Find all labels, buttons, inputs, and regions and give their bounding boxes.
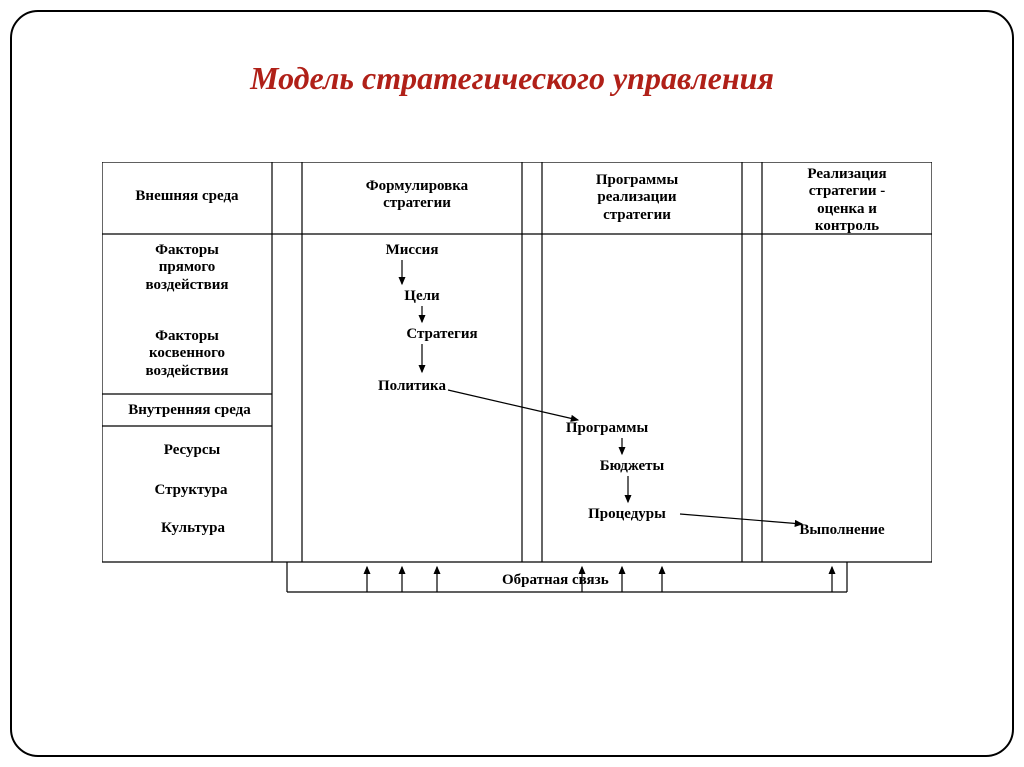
column-header-h4: Реализация стратегии - оценка и контроль xyxy=(782,166,912,235)
flow-node-n4: Политика xyxy=(362,378,462,395)
slide-frame: Модель стратегического управления Внешня… xyxy=(10,10,1014,757)
strategy-diagram: Внешняя среда Формулировка стратегии Прогр… xyxy=(102,162,932,622)
flow-node-n1: Миссия xyxy=(372,242,452,259)
flow-node-n7: Процедуры xyxy=(572,506,682,523)
side-cell-s4: Ресурсы xyxy=(152,442,232,459)
flow-node-n2: Цели xyxy=(392,288,452,305)
page-title: Модель стратегического управления xyxy=(12,60,1012,97)
flow-node-n8: Выполнение xyxy=(782,522,902,539)
flow-node-n6: Бюджеты xyxy=(582,458,682,475)
flow-node-n5: Программы xyxy=(552,420,662,437)
side-cell-s2: Факторы косвенного воздействия xyxy=(132,328,242,380)
side-cell-s3: Внутренняя среда xyxy=(117,402,262,419)
side-cell-s1: Факторы прямого воздействия xyxy=(132,242,242,294)
column-header-h3: Программы реализации стратегии xyxy=(572,172,702,224)
column-header-h2: Формулировка стратегии xyxy=(347,178,487,213)
column-header-h1: Внешняя среда xyxy=(127,188,247,205)
side-cell-s6: Культура xyxy=(148,520,238,537)
flow-node-n3: Стратегия xyxy=(392,326,492,343)
side-cell-s5: Структура xyxy=(146,482,236,499)
feedback-label: Обратная связь xyxy=(502,572,609,589)
